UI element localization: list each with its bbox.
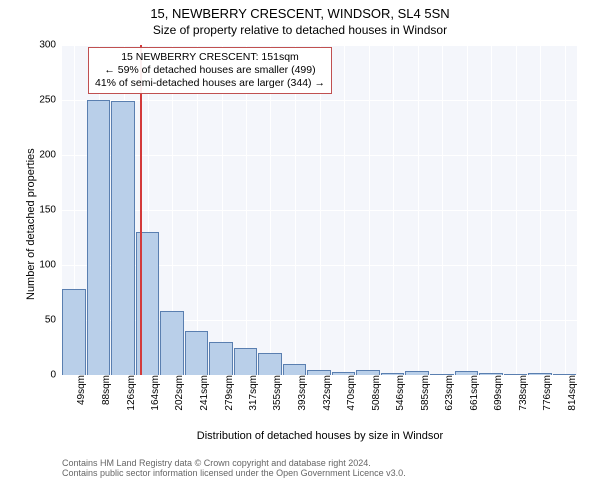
annotation-line-3: 41% of semi-detached houses are larger (… (95, 77, 325, 90)
attribution-line-1: Contains HM Land Registry data © Crown c… (62, 458, 406, 468)
y-tick-label: 200 (39, 150, 62, 161)
x-tick-label: 508sqm (369, 375, 382, 411)
page-subtitle: Size of property relative to detached ho… (0, 23, 600, 37)
attribution: Contains HM Land Registry data © Crown c… (62, 458, 406, 478)
reference-line (140, 45, 142, 375)
x-tick-label: 470sqm (344, 375, 357, 411)
y-tick-label: 150 (39, 205, 62, 216)
attribution-line-2: Contains public sector information licen… (62, 468, 406, 478)
y-axis-label: Number of detached properties (25, 148, 37, 300)
bar (62, 289, 86, 375)
x-tick-label: 623sqm (442, 375, 455, 411)
x-tick-label: 355sqm (270, 375, 283, 411)
page-title: 15, NEWBERRY CRESCENT, WINDSOR, SL4 5SN (0, 6, 600, 21)
bar (209, 342, 233, 375)
x-axis-label: Distribution of detached houses by size … (197, 430, 443, 442)
x-tick-label: 814sqm (565, 375, 578, 411)
bar (185, 331, 209, 375)
bar (160, 311, 184, 375)
bar (234, 348, 258, 376)
x-tick-label: 432sqm (320, 375, 333, 411)
bar (87, 100, 111, 375)
annotation-line-1: 15 NEWBERRY CRESCENT: 151sqm (95, 51, 325, 64)
histogram-chart: 050100150200250300 49sqm88sqm126sqm164sq… (62, 45, 577, 375)
bar (111, 101, 135, 375)
x-tick-label: 699sqm (491, 375, 504, 411)
x-tick-label: 241sqm (197, 375, 210, 411)
chart-annotation: 15 NEWBERRY CRESCENT: 151sqm ← 59% of de… (88, 47, 332, 94)
x-tick-label: 393sqm (295, 375, 308, 411)
annotation-line-2: ← 59% of detached houses are smaller (49… (95, 64, 325, 77)
x-tick-label: 279sqm (222, 375, 235, 411)
y-tick-label: 250 (39, 95, 62, 106)
bar (283, 364, 307, 375)
x-tick-label: 49sqm (74, 375, 87, 405)
title-block: 15, NEWBERRY CRESCENT, WINDSOR, SL4 5SN … (0, 0, 600, 37)
bar (258, 353, 282, 375)
x-tick-label: 738sqm (516, 375, 529, 411)
y-tick-label: 0 (50, 370, 62, 381)
x-tick-label: 776sqm (540, 375, 553, 411)
y-tick-label: 100 (39, 260, 62, 271)
x-tick-label: 317sqm (246, 375, 259, 411)
y-tick-label: 300 (39, 40, 62, 51)
x-tick-label: 126sqm (124, 375, 137, 411)
x-tick-label: 585sqm (418, 375, 431, 411)
y-tick-label: 50 (45, 315, 62, 326)
x-tick-label: 88sqm (99, 375, 112, 405)
x-tick-label: 202sqm (172, 375, 185, 411)
x-tick-label: 546sqm (393, 375, 406, 411)
x-tick-label: 661sqm (467, 375, 480, 411)
x-tick-label: 164sqm (148, 375, 161, 411)
